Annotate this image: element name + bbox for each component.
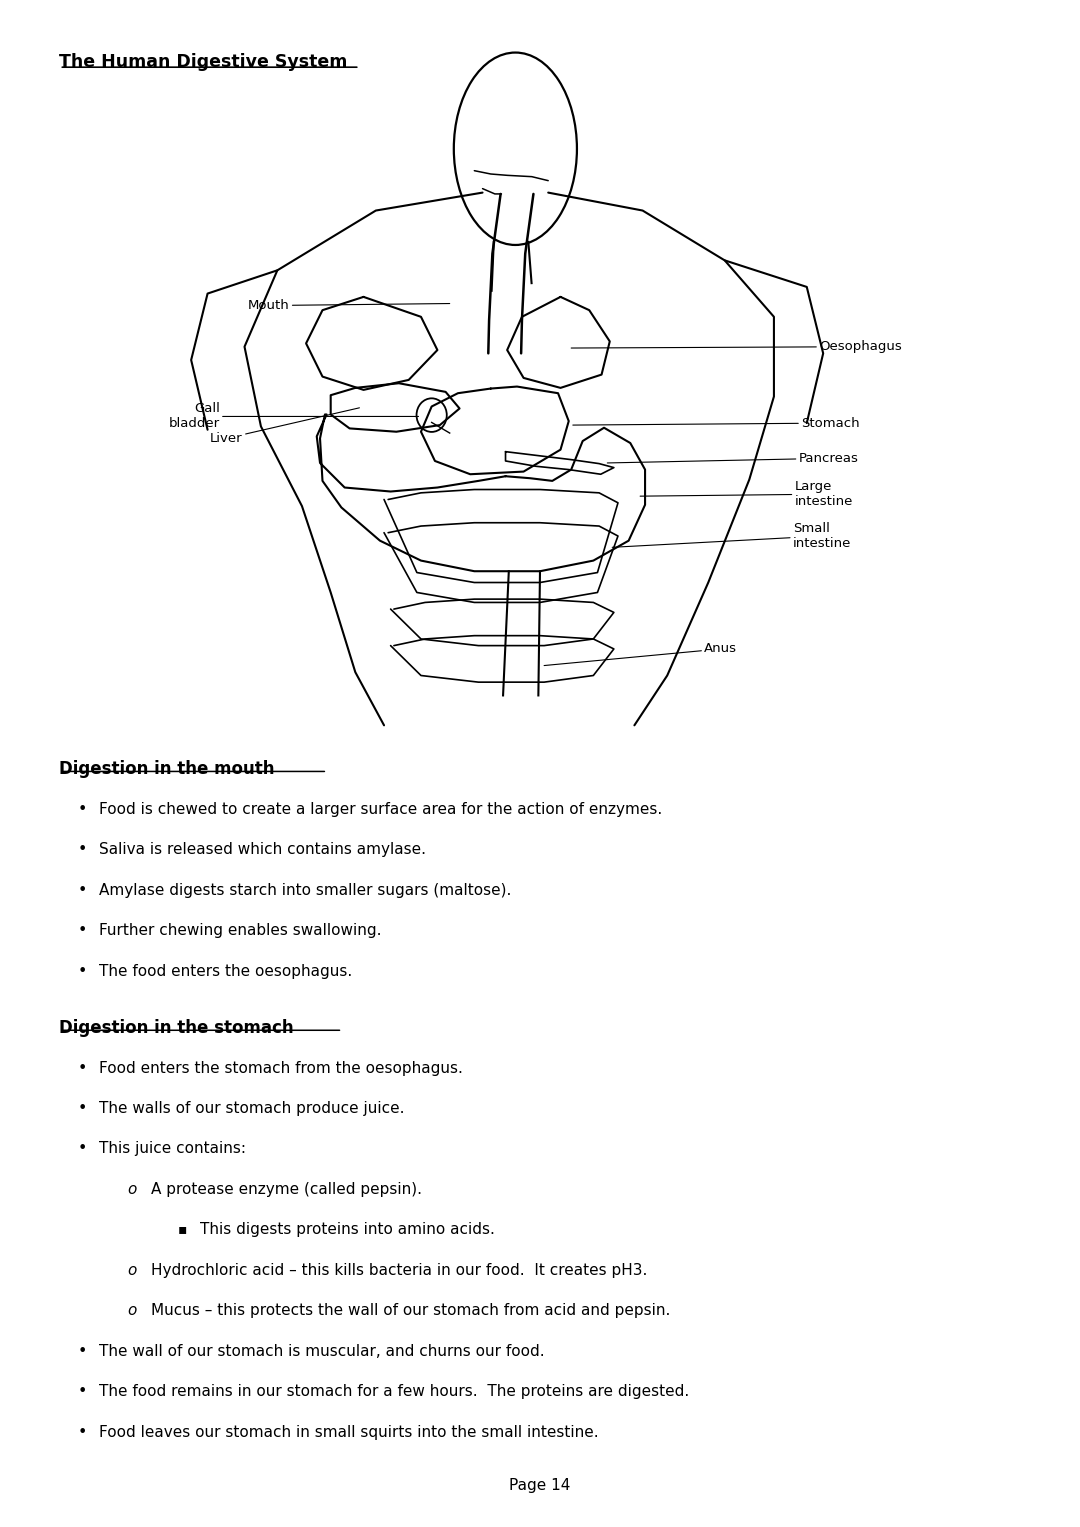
Text: Oesophagus: Oesophagus bbox=[571, 341, 902, 353]
Text: Mucus – this protects the wall of our stomach from acid and pepsin.: Mucus – this protects the wall of our st… bbox=[151, 1304, 671, 1318]
Text: Stomach: Stomach bbox=[572, 417, 860, 429]
Text: This digests proteins into amino acids.: This digests proteins into amino acids. bbox=[200, 1223, 495, 1237]
Text: Saliva is released which contains amylase.: Saliva is released which contains amylas… bbox=[99, 843, 427, 857]
Text: Hydrochloric acid – this kills bacteria in our food.  It creates pH3.: Hydrochloric acid – this kills bacteria … bbox=[151, 1263, 648, 1278]
Text: Food enters the stomach from the oesophagus.: Food enters the stomach from the oesopha… bbox=[99, 1061, 463, 1075]
Text: o: o bbox=[127, 1182, 137, 1197]
Text: Anus: Anus bbox=[544, 643, 738, 666]
Text: Further chewing enables swallowing.: Further chewing enables swallowing. bbox=[99, 922, 382, 938]
Text: •: • bbox=[78, 1425, 87, 1440]
Text: •: • bbox=[78, 1142, 87, 1156]
Text: •: • bbox=[78, 922, 87, 938]
Text: •: • bbox=[78, 1061, 87, 1075]
Text: o: o bbox=[127, 1263, 137, 1278]
Text: Amylase digests starch into smaller sugars (maltose).: Amylase digests starch into smaller suga… bbox=[99, 883, 512, 898]
Text: The food remains in our stomach for a few hours.  The proteins are digested.: The food remains in our stomach for a fe… bbox=[99, 1385, 690, 1399]
Text: o: o bbox=[127, 1304, 137, 1318]
Text: Liver: Liver bbox=[211, 408, 360, 444]
Text: •: • bbox=[78, 802, 87, 817]
Text: Pancreas: Pancreas bbox=[607, 452, 859, 464]
Text: The wall of our stomach is muscular, and churns our food.: The wall of our stomach is muscular, and… bbox=[99, 1344, 545, 1359]
Text: The Human Digestive System: The Human Digestive System bbox=[59, 53, 348, 72]
Text: Large
intestine: Large intestine bbox=[640, 479, 853, 508]
Text: Digestion in the stomach: Digestion in the stomach bbox=[59, 1020, 294, 1037]
Text: Food leaves our stomach in small squirts into the small intestine.: Food leaves our stomach in small squirts… bbox=[99, 1425, 599, 1440]
Text: •: • bbox=[78, 964, 87, 979]
Text: The food enters the oesophagus.: The food enters the oesophagus. bbox=[99, 964, 352, 979]
Text: •: • bbox=[78, 883, 87, 898]
Text: Small
intestine: Small intestine bbox=[612, 522, 851, 550]
Text: •: • bbox=[78, 843, 87, 857]
Text: ▪: ▪ bbox=[178, 1223, 188, 1237]
Text: Food is chewed to create a larger surface area for the action of enzymes.: Food is chewed to create a larger surfac… bbox=[99, 802, 663, 817]
Text: •: • bbox=[78, 1344, 87, 1359]
Text: Digestion in the mouth: Digestion in the mouth bbox=[59, 760, 275, 779]
Text: The walls of our stomach produce juice.: The walls of our stomach produce juice. bbox=[99, 1101, 405, 1116]
Text: This juice contains:: This juice contains: bbox=[99, 1142, 246, 1156]
Text: •: • bbox=[78, 1101, 87, 1116]
Text: •: • bbox=[78, 1385, 87, 1399]
Text: Page 14: Page 14 bbox=[510, 1478, 570, 1493]
Text: Mouth: Mouth bbox=[248, 299, 449, 312]
Text: Gall
bladder: Gall bladder bbox=[168, 403, 419, 431]
Text: A protease enzyme (called pepsin).: A protease enzyme (called pepsin). bbox=[151, 1182, 422, 1197]
